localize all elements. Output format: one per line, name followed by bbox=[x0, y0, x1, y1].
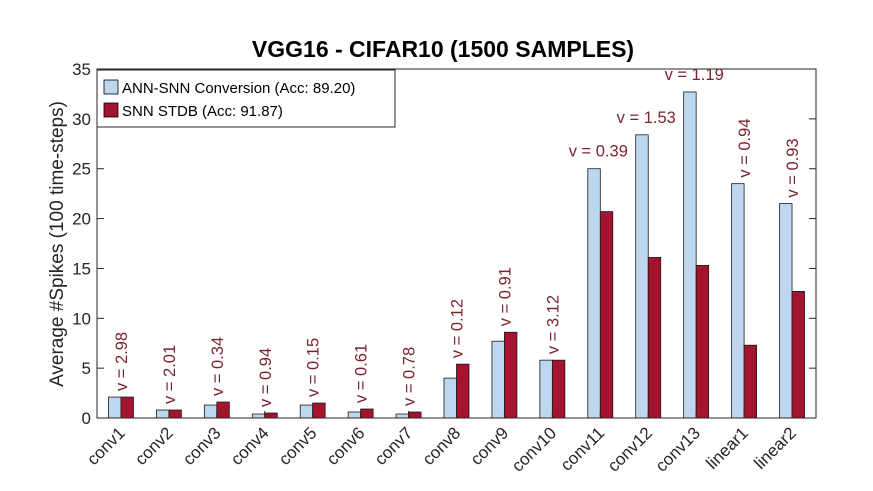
y-tick-label: 0 bbox=[82, 409, 91, 428]
bar-conv9-series-0 bbox=[491, 340, 505, 419]
legend: ANN-SNN Conversion (Acc: 89.20) SNN STDB… bbox=[96, 69, 396, 128]
x-tick-label-conv2: conv2 bbox=[131, 423, 177, 469]
x-tick-label-conv4: conv4 bbox=[227, 423, 273, 469]
annotation-conv12: v = 1.53 bbox=[617, 109, 676, 127]
bar-conv4-series-0 bbox=[251, 413, 266, 419]
bar-conv7-series-1 bbox=[408, 411, 422, 419]
x-tick-label-conv1: conv1 bbox=[83, 423, 129, 469]
annotation-conv6: v = 0.61 bbox=[353, 344, 371, 403]
bar-linear1-series-0 bbox=[731, 183, 745, 419]
x-tick-label-conv3: conv3 bbox=[179, 423, 225, 469]
annotation-conv3: v = 0.34 bbox=[209, 337, 227, 396]
annotation-conv8: v = 0.12 bbox=[449, 299, 467, 358]
y-tick-label: 5 bbox=[82, 359, 91, 378]
bar-linear2-series-1 bbox=[791, 290, 805, 419]
y-tick-label: 30 bbox=[72, 110, 91, 129]
legend-swatch-snn-stdb bbox=[103, 102, 119, 118]
bar-conv10-series-0 bbox=[539, 359, 553, 419]
bar-conv3-series-0 bbox=[203, 404, 218, 419]
x-tick-label-linear2: linear2 bbox=[750, 423, 800, 473]
x-tick-label-conv8: conv8 bbox=[419, 423, 465, 469]
bar-conv10-series-1 bbox=[551, 359, 566, 419]
x-tick-label-conv11: conv11 bbox=[557, 423, 608, 474]
annotation-conv7: v = 0.78 bbox=[401, 347, 419, 406]
annotation-linear1: v = 0.94 bbox=[736, 118, 754, 177]
annotation-conv5: v = 0.15 bbox=[305, 338, 323, 397]
legend-label-ann-snn: ANN-SNN Conversion (Acc: 89.20) bbox=[122, 80, 355, 97]
legend-swatch-ann-snn bbox=[103, 79, 119, 95]
annotation-conv9: v = 0.91 bbox=[496, 267, 514, 326]
y-tick-label: 15 bbox=[72, 259, 91, 278]
bar-conv6-series-0 bbox=[347, 411, 362, 419]
x-tick-label-conv9: conv9 bbox=[467, 423, 513, 469]
x-tick-label-conv5: conv5 bbox=[275, 423, 321, 469]
annotation-conv4: v = 0.94 bbox=[257, 348, 275, 407]
legend-label-snn-stdb: SNN STDB (Acc: 91.87) bbox=[122, 103, 283, 120]
legend-box bbox=[96, 69, 396, 128]
x-tick-label-linear1: linear1 bbox=[702, 423, 752, 473]
y-tick-label: 25 bbox=[72, 160, 91, 179]
bar-linear2-series-0 bbox=[779, 203, 793, 419]
bar-conv2-series-1 bbox=[168, 409, 182, 419]
annotation-conv2: v = 2.01 bbox=[161, 345, 179, 404]
bar-conv1-series-0 bbox=[108, 396, 122, 419]
bar-conv2-series-0 bbox=[155, 409, 170, 419]
bar-conv12-series-1 bbox=[647, 257, 662, 419]
bar-conv13-series-1 bbox=[695, 265, 710, 419]
bar-conv5-series-0 bbox=[299, 404, 314, 419]
bar-conv12-series-0 bbox=[635, 134, 649, 419]
x-tick-label-conv12: conv12 bbox=[604, 423, 656, 475]
annotation-conv1: v = 2.98 bbox=[113, 332, 131, 391]
bar-conv6-series-1 bbox=[360, 408, 374, 419]
x-tick-label-conv10: conv10 bbox=[508, 423, 560, 475]
x-tick-label-conv6: conv6 bbox=[323, 423, 369, 469]
x-tick-label-conv7: conv7 bbox=[371, 423, 417, 469]
x-tick-label-conv13: conv13 bbox=[652, 423, 704, 475]
bar-conv13-series-0 bbox=[683, 91, 697, 419]
y-axis-label: Average #Spikes (100 time-steps) bbox=[47, 101, 68, 387]
bar-linear1-series-1 bbox=[743, 344, 757, 419]
bar-conv7-series-0 bbox=[395, 413, 409, 419]
bar-conv3-series-1 bbox=[216, 401, 230, 419]
chart-title: VGG16 - CIFAR10 (1500 SAMPLES) bbox=[252, 36, 634, 62]
y-tick-label: 10 bbox=[72, 309, 91, 328]
annotation-conv13: v = 1.19 bbox=[665, 66, 724, 84]
bar-conv9-series-1 bbox=[504, 331, 518, 419]
y-tick-label: 20 bbox=[72, 210, 91, 229]
annotation-conv11: v = 0.39 bbox=[569, 143, 628, 161]
bar-conv11-series-1 bbox=[599, 211, 614, 419]
bar-conv8-series-1 bbox=[456, 363, 470, 419]
bar-conv1-series-1 bbox=[120, 396, 134, 419]
annotation-linear2: v = 0.93 bbox=[784, 138, 802, 197]
bar-conv11-series-0 bbox=[587, 168, 601, 419]
y-tick-label: 35 bbox=[72, 60, 91, 79]
annotation-conv10: v = 3.12 bbox=[544, 295, 562, 354]
bar-conv8-series-0 bbox=[443, 377, 457, 419]
bar-conv5-series-1 bbox=[312, 402, 326, 419]
bar-conv4-series-1 bbox=[264, 412, 278, 419]
